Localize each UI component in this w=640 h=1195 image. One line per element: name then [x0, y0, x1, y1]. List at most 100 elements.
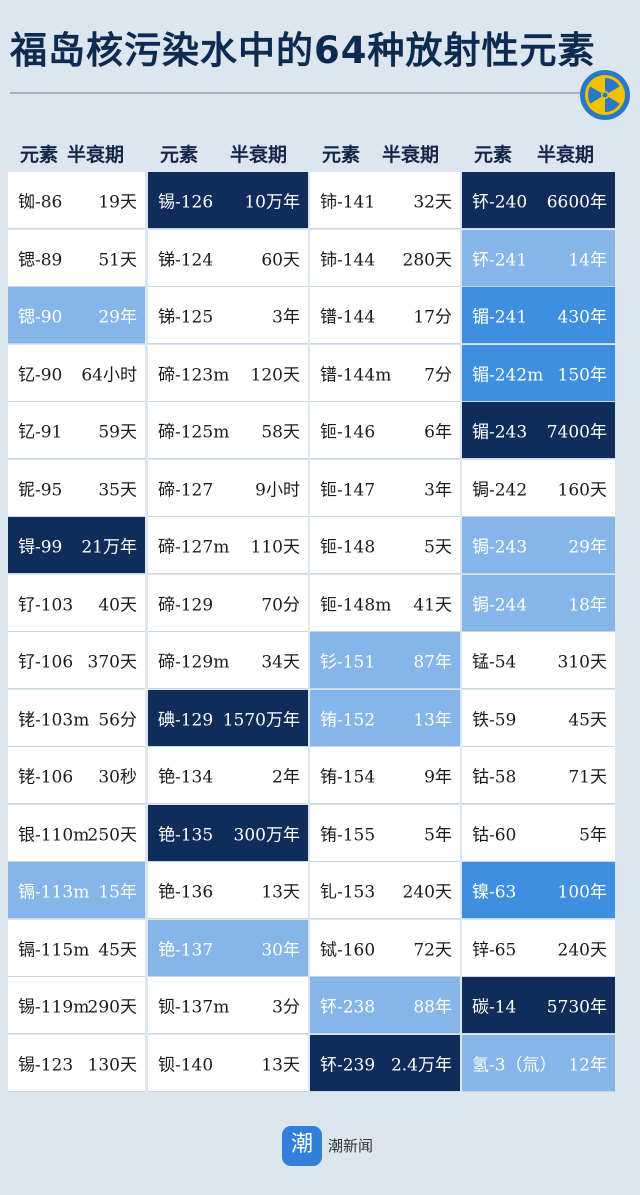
table-cell: 碲-125m 58天: [148, 402, 308, 459]
half-life: 34天: [261, 652, 300, 673]
half-life: 21万年: [81, 537, 137, 558]
half-life: 29年: [568, 537, 607, 558]
half-life: 9小时: [255, 480, 300, 500]
element: 铯-135: [158, 825, 214, 845]
half-life: 300万年: [233, 825, 300, 845]
half-life: 120天: [250, 365, 300, 385]
element: 碲-127: [158, 480, 214, 500]
half-life: 2.4万年: [390, 1055, 452, 1075]
table-cell: 铕-154 9年: [310, 747, 460, 804]
half-life: 45天: [98, 940, 137, 960]
brand: 潮新闻: [328, 1137, 374, 1155]
element: 镅-242m: [472, 365, 544, 385]
element: 氢-3（氚）: [472, 1055, 557, 1075]
table-cell: 钚-238 88年: [310, 977, 460, 1034]
element: 锑-125: [158, 307, 214, 328]
table-cell: 铯-135 300万年: [148, 804, 308, 862]
table-cell: 锑-124 60天: [148, 229, 308, 287]
half-life: 5年: [579, 825, 607, 845]
element: 锑-124: [158, 250, 214, 270]
element: 铕-152: [320, 710, 376, 730]
half-life: 12年: [568, 1055, 607, 1075]
element: 钚-241: [472, 250, 528, 270]
half-life: 6600年: [546, 192, 607, 213]
table-cell: 钚-239 2.4万年: [310, 1034, 460, 1092]
half-life: 5天: [424, 537, 452, 558]
element: 铈-141: [320, 192, 376, 213]
half-life: 72天: [413, 940, 452, 960]
element: 铯-137: [158, 940, 214, 960]
element: 钆-153: [320, 882, 376, 903]
element: 镅-241: [472, 307, 528, 328]
element: 镨-144m: [320, 365, 392, 385]
column-header: 元素: [160, 144, 199, 166]
half-life: 71天: [568, 767, 607, 788]
table-cell: 铈-144 280天: [310, 229, 460, 287]
half-life: 58天: [261, 422, 300, 443]
element: 银-110m: [18, 825, 90, 845]
table-cell: 碲-127 9小时: [148, 459, 308, 517]
divider: [10, 92, 580, 94]
table-cell: 银-110m 250天: [8, 804, 145, 862]
half-life: 18年: [568, 595, 607, 615]
element: 镅-243: [472, 422, 528, 443]
element: 钷-148: [320, 537, 376, 558]
half-life: 30年: [261, 940, 300, 960]
table-cell: 铯-137 30年: [148, 919, 308, 977]
half-life: 10万年: [244, 192, 300, 213]
column-header: 半衰期: [67, 144, 125, 166]
half-life: 87年: [413, 652, 452, 673]
half-life: 35天: [98, 480, 137, 500]
element: 碲-123m: [158, 365, 230, 385]
half-life: 290天: [87, 997, 137, 1018]
half-life: 310天: [557, 652, 607, 673]
table-cell: 镅-241 430年: [462, 287, 615, 344]
element: 铑-103m: [18, 710, 90, 730]
table-cell: 锑-125 3年: [148, 287, 308, 344]
table-cell: 锌-65 240天: [462, 919, 615, 977]
element: 钡-140: [158, 1055, 214, 1075]
half-life: 150年: [557, 365, 607, 385]
element: 钇-91: [18, 422, 63, 443]
half-life: 370天: [87, 652, 137, 673]
half-life: 13天: [261, 882, 300, 903]
half-life: 56分: [98, 710, 137, 730]
table-cell: 铑-103m 56分: [8, 689, 145, 747]
table-cell: 锶-89 51天: [8, 229, 145, 287]
half-life: 13年: [413, 710, 452, 730]
half-life: 1570万年: [222, 710, 300, 730]
table-cell: 锡-123 130天: [8, 1034, 145, 1092]
table-cell: 锡-126 10万年: [148, 172, 308, 229]
half-life: 19天: [98, 192, 137, 213]
table-cell: 钆-153 240天: [310, 862, 460, 919]
table-cell: 钌-103 40天: [8, 574, 145, 632]
element: 钴-58: [472, 767, 517, 788]
column-header: 元素: [474, 144, 513, 166]
element: 锔-244: [472, 595, 528, 615]
column-header: 半衰期: [230, 144, 288, 166]
element: 钷-148m: [320, 595, 392, 615]
table-cell: 钌-106 370天: [8, 632, 145, 689]
table-cell: 铌-95 35天: [8, 459, 145, 517]
half-life: 2年: [272, 767, 300, 788]
table-cell: 碲-127m 110天: [148, 517, 308, 574]
element: 碲-129m: [158, 652, 230, 673]
table-cell: 铯-136 13天: [148, 862, 308, 919]
element: 铕-155: [320, 825, 376, 845]
table-cell: 钇-90 64小时: [8, 344, 145, 402]
half-life: 32天: [413, 192, 452, 213]
half-life: 70分: [261, 595, 300, 615]
table-cell: 铑-106 30秒: [8, 747, 145, 804]
table-cell: 锡-119m 290天: [8, 977, 145, 1034]
element: 镉-113m: [18, 882, 90, 903]
table-cell: 镉-113m 15年: [8, 862, 145, 919]
element: 铯-134: [158, 767, 214, 788]
table-cell: 铽-160 72天: [310, 919, 460, 977]
element: 铑-106: [18, 767, 74, 788]
table-cell: 钴-60 5年: [462, 804, 615, 862]
half-life: 100年: [557, 882, 607, 903]
table-cell: 镅-243 7400年: [462, 402, 615, 459]
half-life: 64小时: [81, 365, 137, 385]
half-life: 240天: [557, 940, 607, 960]
element: 碲-125m: [158, 422, 230, 443]
